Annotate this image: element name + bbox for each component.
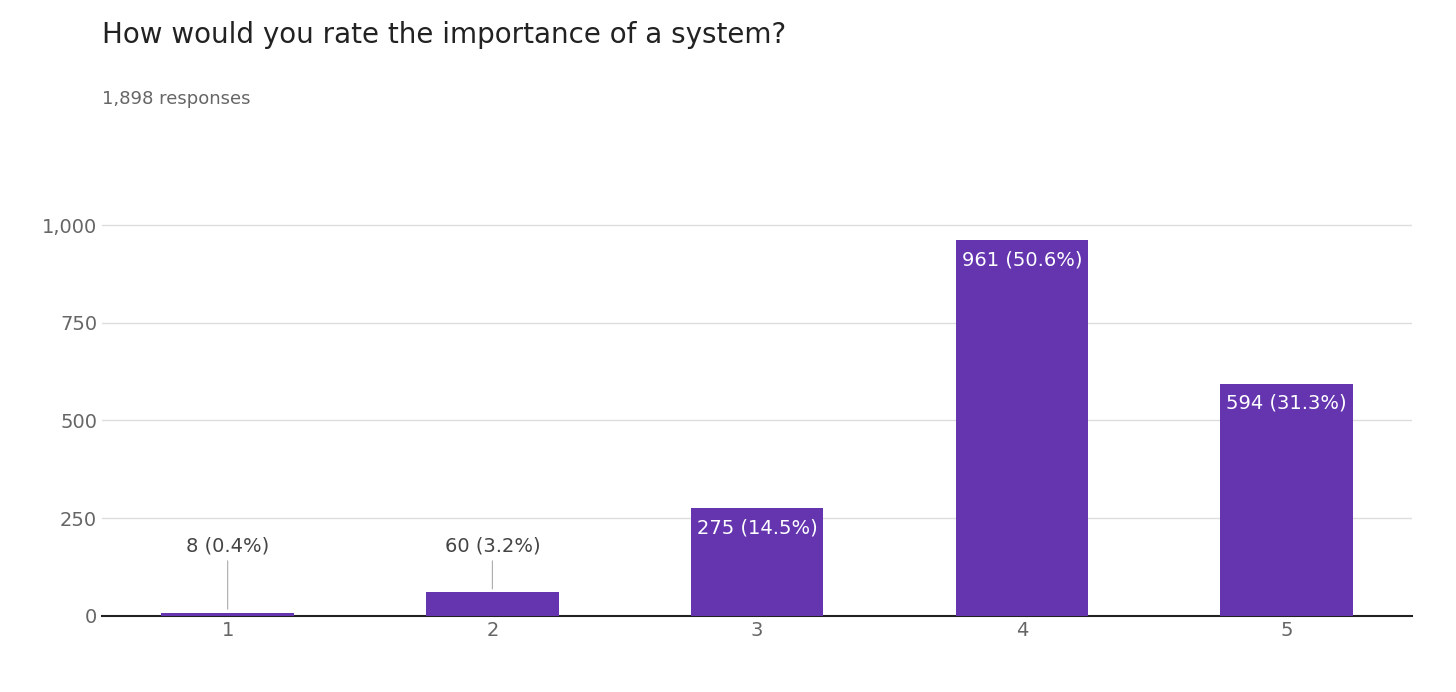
Text: 275 (14.5%): 275 (14.5%) — [697, 518, 817, 537]
Text: 961 (50.6%): 961 (50.6%) — [961, 250, 1082, 269]
Bar — [162, 612, 294, 616]
Bar — [427, 592, 559, 616]
Bar — [955, 240, 1088, 616]
Text: How would you rate the importance of a system?: How would you rate the importance of a s… — [102, 21, 786, 48]
Text: 8 (0.4%): 8 (0.4%) — [186, 536, 269, 609]
Bar — [692, 509, 823, 616]
Text: 594 (31.3%): 594 (31.3%) — [1226, 394, 1347, 412]
Text: 1,898 responses: 1,898 responses — [102, 90, 250, 108]
Text: 60 (3.2%): 60 (3.2%) — [444, 536, 540, 589]
Bar — [1220, 383, 1353, 616]
